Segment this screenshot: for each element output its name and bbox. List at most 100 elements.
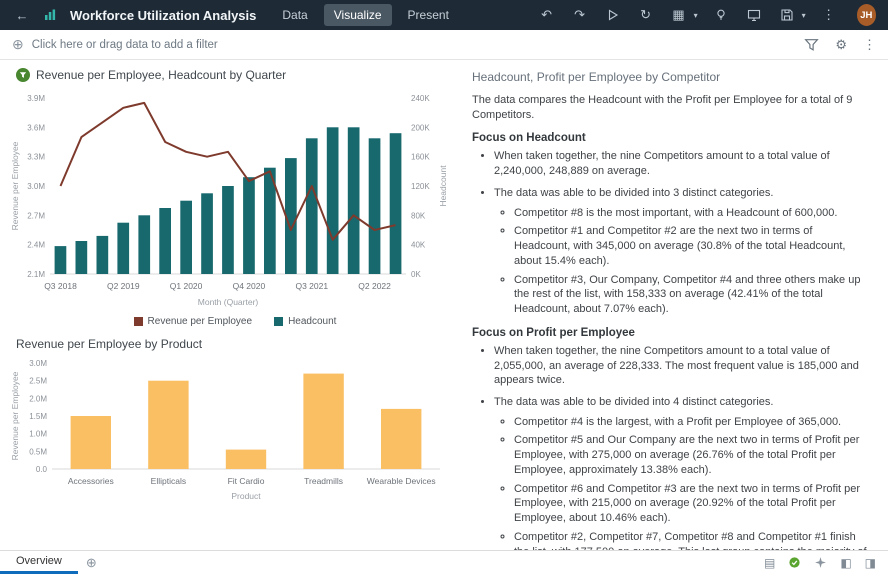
legend-item[interactable]: Revenue per Employee [133, 316, 253, 327]
charts-column: Revenue per Employee, Headcount by Quart… [0, 60, 462, 550]
legend-label: Headcount [288, 316, 337, 327]
workbook-icon [40, 5, 60, 25]
svg-text:2.4M: 2.4M [27, 241, 45, 250]
svg-text:160K: 160K [411, 153, 430, 162]
workbook-title: Workforce Utilization Analysis [70, 7, 257, 23]
svg-text:200K: 200K [411, 123, 430, 132]
narrative-heading: Focus on Profit per Employee [472, 326, 635, 339]
refresh-data-icon[interactable]: ↻ [640, 7, 652, 22]
narrative-heading: Focus on Headcount [472, 132, 586, 145]
tab-data[interactable]: Data [282, 8, 308, 22]
svg-text:2.0M: 2.0M [29, 394, 47, 403]
svg-text:2.1M: 2.1M [27, 270, 45, 279]
canvas-layout-caret-icon[interactable]: ▾ [693, 10, 698, 20]
svg-text:Q3 2018: Q3 2018 [44, 281, 77, 291]
save-caret-icon[interactable]: ▾ [801, 10, 806, 20]
redo-icon[interactable]: ↷ [574, 7, 586, 22]
filter-bar-menu-icon[interactable]: ⋮ [863, 36, 876, 52]
mode-tabs: Data Visualize Present [272, 4, 459, 26]
add-canvas-icon[interactable]: ⊕ [85, 554, 97, 570]
tab-present[interactable]: Present [407, 8, 449, 22]
svg-text:1.0M: 1.0M [29, 430, 47, 439]
canvas-grid-icon[interactable]: ▤ [763, 555, 776, 570]
insights-bulb-icon[interactable] [711, 5, 731, 25]
combo-chart-canvas[interactable]: 2.1M 2.4M 2.7M 3.0M 3.3M 3.6M 3.9M 0K 40K 80K 120K… [8, 84, 454, 314]
insights-spark-icon[interactable] [814, 556, 827, 569]
status-ok-icon[interactable] [788, 556, 801, 569]
svg-text:Accessories: Accessories [68, 476, 114, 486]
undo-icon[interactable]: ↶ [541, 7, 553, 22]
narrative-sub-bullet: Competitor #2, Competitor #7, Competitor… [514, 530, 870, 550]
svg-text:Headcount: Headcount [438, 165, 448, 207]
svg-text:0.0: 0.0 [36, 465, 48, 474]
svg-text:Wearable Devices: Wearable Devices [367, 476, 436, 486]
narrative-sub-bullet: Competitor #5 and Our Company are the ne… [514, 433, 870, 477]
header-menu-icon[interactable]: ⋮ [822, 7, 836, 22]
svg-text:Revenue per Employee: Revenue per Employee [10, 141, 20, 230]
product-chart-title: Revenue per Employee by Product [16, 337, 203, 351]
svg-text:Product: Product [231, 491, 261, 501]
svg-text:2.7M: 2.7M [27, 211, 45, 220]
product-chart-header: Revenue per Employee by Product [8, 333, 462, 353]
preview-icon[interactable] [603, 5, 623, 25]
svg-text:3.0M: 3.0M [27, 182, 45, 191]
svg-text:Month (Quarter): Month (Quarter) [198, 297, 259, 307]
narrative-title: Headcount, Profit per Employee by Compet… [472, 70, 721, 84]
save-icon[interactable] [777, 5, 797, 25]
narrative-sub-bullet: Competitor #6 and Competitor #3 are the … [514, 482, 870, 526]
combo-chart-header: Revenue per Employee, Headcount by Quart… [8, 64, 462, 84]
app-header: ← Workforce Utilization Analysis Data Vi… [0, 0, 888, 30]
legend-item[interactable]: Headcount [274, 316, 336, 327]
avatar[interactable]: JH [856, 4, 876, 26]
svg-text:240K: 240K [411, 94, 430, 103]
svg-text:3.3M: 3.3M [27, 153, 45, 162]
narrative-sublist: Competitor #8 is the most important, wit… [494, 206, 870, 317]
present-screen-icon[interactable] [744, 5, 764, 25]
svg-text:Q4 2020: Q4 2020 [233, 281, 266, 291]
tab-visualize[interactable]: Visualize [323, 4, 392, 26]
svg-text:80K: 80K [411, 211, 426, 220]
canvas-tab-bar: Overview ⊕ ▤ ◧ ◨ [0, 550, 888, 574]
narrative-list: When taken together, the nine Competitor… [472, 149, 870, 316]
data-settings-icon[interactable]: ⚙ [835, 36, 847, 52]
narrative-bullet: The data was able to be divided into 3 d… [494, 186, 870, 317]
chart-filter-badge-icon[interactable] [16, 68, 30, 82]
svg-text:Q3 2021: Q3 2021 [295, 281, 328, 291]
narrative-sub-bullet: Competitor #1 and Competitor #2 are the … [514, 224, 870, 268]
narrative-bullet: When taken together, the nine Competitor… [494, 149, 870, 178]
narrative-list: When taken together, the nine Competitor… [472, 344, 870, 550]
canvas-bar-tools: ▤ ◧ ◨ [764, 551, 888, 574]
svg-text:Treadmills: Treadmills [304, 476, 343, 486]
svg-text:Q2 2022: Q2 2022 [358, 281, 391, 291]
legend-swatch [274, 317, 284, 326]
svg-text:0.5M: 0.5M [29, 447, 47, 456]
narrative-bullet: When taken together, the nine Competitor… [494, 344, 870, 388]
narrative-bullet: The data was able to be divided into 4 d… [494, 395, 870, 550]
legend-label: Revenue per Employee [147, 316, 253, 327]
svg-text:120K: 120K [411, 182, 430, 191]
add-filter-icon[interactable]: ⊕ [12, 36, 24, 52]
svg-text:2.5M: 2.5M [29, 377, 47, 386]
filter-prompt[interactable]: Click here or drag data to add a filter [31, 38, 218, 51]
svg-text:Q1 2020: Q1 2020 [170, 281, 203, 291]
narrative-sub-bullet: Competitor #8 is the most important, wit… [514, 206, 870, 221]
combo-chart-legend: Revenue per Employee Headcount [8, 314, 462, 333]
legend-swatch [133, 317, 143, 326]
narrative-panel: Headcount, Profit per Employee by Compet… [462, 60, 888, 550]
svg-text:Ellipticals: Ellipticals [151, 476, 186, 486]
narrative-sublist: Competitor #4 is the largest, with a Pro… [494, 415, 870, 550]
canvas-area: Revenue per Employee, Headcount by Quart… [0, 60, 888, 550]
header-toolbar: ↶ ↷ ↻ ▦ ▾ ▾ ⋮ [537, 5, 839, 25]
canvas-layout-icon[interactable]: ▦ [672, 7, 685, 22]
svg-text:40K: 40K [411, 241, 426, 250]
narrative-body: Focus on Headcount When taken together, t… [472, 132, 870, 550]
canvas-tab-overview[interactable]: Overview [0, 551, 78, 574]
svg-text:1.5M: 1.5M [29, 412, 47, 421]
toggle-left-panel-icon[interactable]: ◧ [840, 555, 852, 570]
toggle-right-panel-icon[interactable]: ◨ [864, 555, 876, 570]
svg-text:Q2 2019: Q2 2019 [107, 281, 140, 291]
svg-text:3.9M: 3.9M [27, 94, 45, 103]
product-chart-canvas[interactable]: 0.0 0.5M 1.0M 1.5M 2.0M 2.5M 3.0M Accessories El… [8, 353, 454, 509]
back-button[interactable]: ← [15, 7, 29, 23]
filter-options-icon[interactable] [804, 37, 820, 52]
